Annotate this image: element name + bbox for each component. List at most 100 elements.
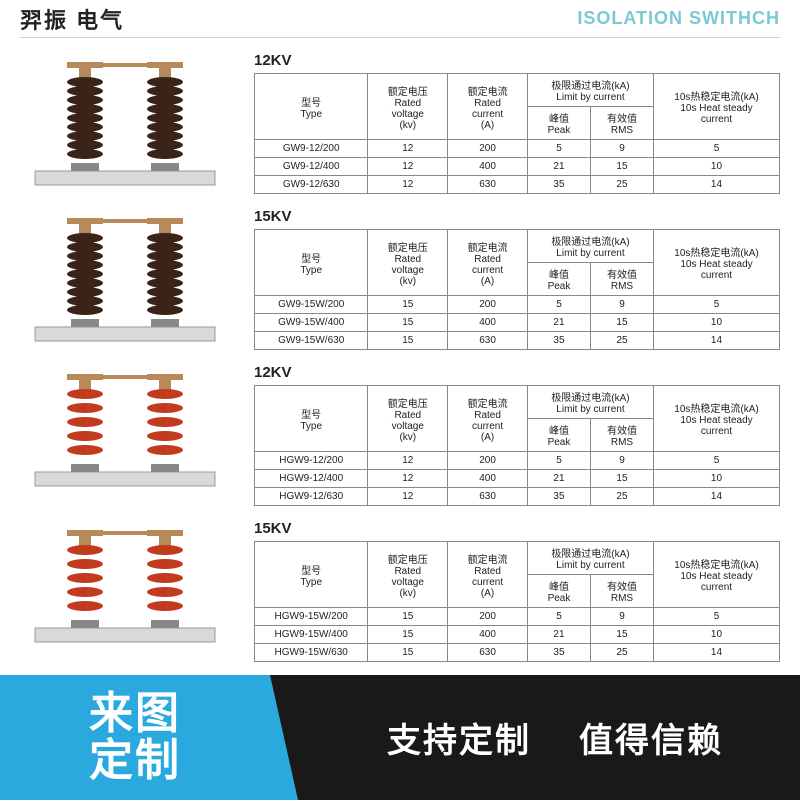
promo-left: 来图 定制 xyxy=(0,675,270,800)
cell-voltage: 12 xyxy=(368,176,448,194)
cell-type: GW9-15W/400 xyxy=(255,314,368,332)
cell-voltage: 12 xyxy=(368,488,448,506)
product-image xyxy=(20,52,230,192)
cell-type: GW9-12/630 xyxy=(255,176,368,194)
spec-table: 型号Type 额定电压Ratedvoltage(kv) 额定电流Ratedcur… xyxy=(254,73,780,194)
title-en: ISOLATION SWITHCH xyxy=(577,8,780,29)
promo-right-1: 支持定制 xyxy=(387,713,531,762)
table-row: GW9-15W/400 15 400 21 15 10 xyxy=(255,314,780,332)
page-header: 羿振 电气 ISOLATION SWITHCH xyxy=(20,0,780,38)
th-current: 额定电流Ratedcurrent(A) xyxy=(448,230,528,296)
cell-current: 200 xyxy=(448,608,528,626)
cell-rms: 25 xyxy=(590,488,653,506)
cell-type: GW9-15W/630 xyxy=(255,332,368,350)
product-section: 15KV 型号Type 额定电压Ratedvoltage(kv) 额定电流Rat… xyxy=(20,520,780,662)
th-current: 额定电流Ratedcurrent(A) xyxy=(448,542,528,608)
th-rms: 有效值RMS xyxy=(590,419,653,452)
brand-cn: 羿振 电气 xyxy=(20,3,124,35)
promo-left-line1: 来图 xyxy=(89,689,181,738)
cell-heat: 14 xyxy=(653,332,779,350)
table-row: HGW9-15W/200 15 200 5 9 5 xyxy=(255,608,780,626)
cell-current: 630 xyxy=(448,332,528,350)
cell-rms: 15 xyxy=(590,470,653,488)
table-row: HGW9-15W/400 15 400 21 15 10 xyxy=(255,626,780,644)
product-illustration xyxy=(20,364,230,504)
cell-peak: 35 xyxy=(527,332,590,350)
table-row: HGW9-12/200 12 200 5 9 5 xyxy=(255,452,780,470)
th-type: 型号Type xyxy=(255,230,368,296)
cell-type: HGW9-15W/400 xyxy=(255,626,368,644)
cell-voltage: 12 xyxy=(368,470,448,488)
cell-heat: 10 xyxy=(653,158,779,176)
cell-type: HGW9-15W/200 xyxy=(255,608,368,626)
spec-block: 15KV 型号Type 额定电压Ratedvoltage(kv) 额定电流Rat… xyxy=(254,208,780,350)
cell-peak: 35 xyxy=(527,488,590,506)
th-heat: 10s热稳定电流(kA)10s Heat steadycurrent xyxy=(653,386,779,452)
th-voltage: 额定电压Ratedvoltage(kv) xyxy=(368,542,448,608)
th-peak: 峰值Peak xyxy=(527,575,590,608)
th-heat: 10s热稳定电流(kA)10s Heat steadycurrent xyxy=(653,230,779,296)
cell-voltage: 12 xyxy=(368,452,448,470)
th-rms: 有效值RMS xyxy=(590,575,653,608)
cell-peak: 21 xyxy=(527,314,590,332)
cell-type: GW9-12/200 xyxy=(255,140,368,158)
section-title: 15KV xyxy=(254,208,780,225)
th-current: 额定电流Ratedcurrent(A) xyxy=(448,386,528,452)
cell-voltage: 15 xyxy=(368,626,448,644)
cell-peak: 5 xyxy=(527,296,590,314)
cell-voltage: 15 xyxy=(368,644,448,662)
cell-heat: 5 xyxy=(653,608,779,626)
cell-current: 200 xyxy=(448,296,528,314)
spec-table: 型号Type 额定电压Ratedvoltage(kv) 额定电流Ratedcur… xyxy=(254,385,780,506)
table-row: GW9-12/630 12 630 35 25 14 xyxy=(255,176,780,194)
product-illustration xyxy=(20,208,230,348)
table-row: GW9-12/400 12 400 21 15 10 xyxy=(255,158,780,176)
th-voltage: 额定电压Ratedvoltage(kv) xyxy=(368,230,448,296)
cell-voltage: 12 xyxy=(368,158,448,176)
product-illustration xyxy=(20,520,230,660)
cell-rms: 9 xyxy=(590,608,653,626)
section-title: 12KV xyxy=(254,364,780,381)
cell-heat: 10 xyxy=(653,470,779,488)
th-limit: 极限通过电流(kA)Limit by current xyxy=(527,230,653,263)
cell-current: 400 xyxy=(448,158,528,176)
cell-rms: 9 xyxy=(590,296,653,314)
cell-peak: 21 xyxy=(527,470,590,488)
product-illustration xyxy=(20,52,230,192)
cell-rms: 25 xyxy=(590,332,653,350)
spec-table: 型号Type 额定电压Ratedvoltage(kv) 额定电流Ratedcur… xyxy=(254,541,780,662)
product-image xyxy=(20,364,230,504)
th-type: 型号Type xyxy=(255,74,368,140)
th-limit: 极限通过电流(kA)Limit by current xyxy=(527,542,653,575)
cell-current: 400 xyxy=(448,626,528,644)
th-type: 型号Type xyxy=(255,542,368,608)
cell-current: 630 xyxy=(448,644,528,662)
cell-current: 200 xyxy=(448,140,528,158)
table-row: HGW9-15W/630 15 630 35 25 14 xyxy=(255,644,780,662)
cell-rms: 15 xyxy=(590,158,653,176)
table-row: GW9-12/200 12 200 5 9 5 xyxy=(255,140,780,158)
cell-voltage: 15 xyxy=(368,314,448,332)
cell-rms: 9 xyxy=(590,452,653,470)
promo-right-2: 值得信赖 xyxy=(579,713,723,762)
cell-current: 200 xyxy=(448,452,528,470)
cell-current: 630 xyxy=(448,488,528,506)
cell-peak: 5 xyxy=(527,608,590,626)
cell-heat: 14 xyxy=(653,488,779,506)
cell-current: 400 xyxy=(448,314,528,332)
table-row: GW9-15W/630 15 630 35 25 14 xyxy=(255,332,780,350)
th-peak: 峰值Peak xyxy=(527,107,590,140)
product-image xyxy=(20,208,230,348)
section-title: 15KV xyxy=(254,520,780,537)
spec-table: 型号Type 额定电压Ratedvoltage(kv) 额定电流Ratedcur… xyxy=(254,229,780,350)
cell-voltage: 15 xyxy=(368,296,448,314)
th-heat: 10s热稳定电流(kA)10s Heat steadycurrent xyxy=(653,542,779,608)
cell-heat: 10 xyxy=(653,314,779,332)
cell-type: HGW9-12/630 xyxy=(255,488,368,506)
promo-right: 支持定制 值得信赖 xyxy=(270,675,800,800)
spec-block: 15KV 型号Type 额定电压Ratedvoltage(kv) 额定电流Rat… xyxy=(254,520,780,662)
th-peak: 峰值Peak xyxy=(527,419,590,452)
table-row: HGW9-12/630 12 630 35 25 14 xyxy=(255,488,780,506)
cell-rms: 15 xyxy=(590,314,653,332)
th-voltage: 额定电压Ratedvoltage(kv) xyxy=(368,386,448,452)
